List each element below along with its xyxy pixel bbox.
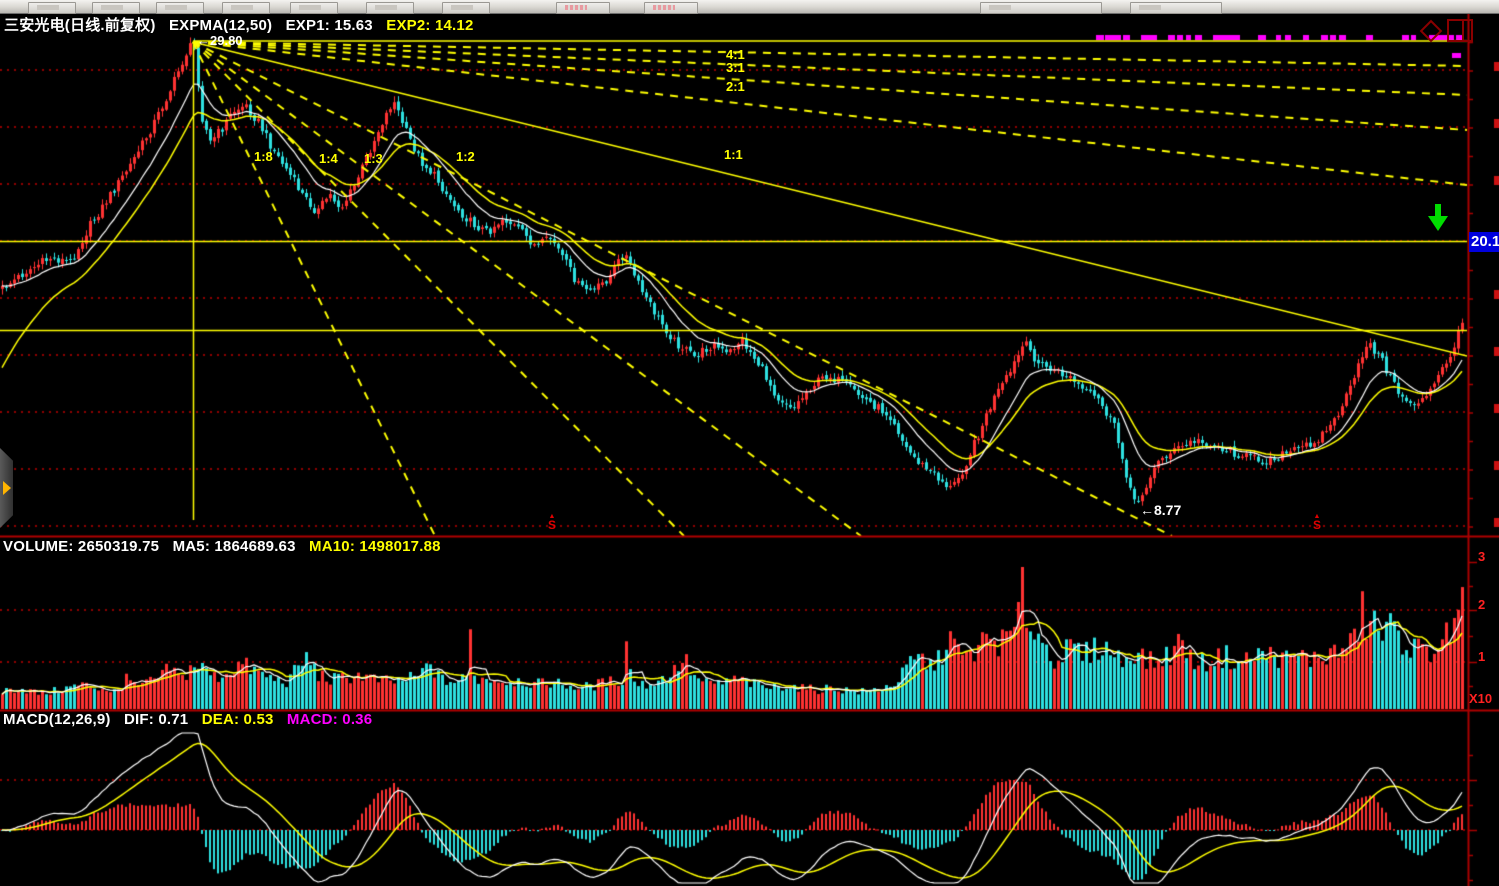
sell-marker-letter: S <box>547 518 556 532</box>
gann-label-1-4: 1:4 <box>319 151 338 166</box>
sell-marker-hat: ▲ <box>548 513 556 520</box>
volume-ma10: MA10: 1498017.88 <box>309 538 441 555</box>
macd-dif: DIF: 0.71 <box>124 711 189 728</box>
gann-label-1-2: 1:2 <box>456 149 475 164</box>
toolbar-button[interactable] <box>28 2 76 14</box>
volume-axis-tick-3: 3 <box>1478 549 1486 564</box>
toolbar-button[interactable] <box>156 2 204 14</box>
toolbar-button[interactable] <box>644 2 698 14</box>
sell-marker-hat: ▲ <box>1313 513 1321 520</box>
gann-label-2-1: 2:1 <box>726 79 745 94</box>
macd-params: MACD(12,26,9) <box>3 711 111 728</box>
sidebar-expand-handle[interactable] <box>0 448 13 528</box>
current-price-tag: 20.1 <box>1469 232 1499 252</box>
indicator-name: EXPMA(12,50) <box>168 17 273 34</box>
toolbar-button[interactable] <box>442 2 490 14</box>
toolbar-button[interactable] <box>366 2 414 14</box>
down-arrow-icon <box>1428 204 1448 231</box>
sell-marker: ▲ S <box>1309 513 1325 532</box>
low-price-annotation: ←8.77 <box>1140 502 1182 518</box>
high-price-annotation: ←29.80 <box>197 33 243 48</box>
gann-label-1-1: 1:1 <box>724 147 743 162</box>
toolbar-button[interactable] <box>222 2 270 14</box>
top-toolbar <box>0 0 1499 14</box>
toolbar-button[interactable] <box>1130 2 1222 14</box>
volume-axis-unit: X10 <box>1469 691 1493 706</box>
chart-title: 三安光电(日线.前复权) EXPMA(12,50) EXP1: 15.63 EX… <box>4 14 483 35</box>
macd-dea: DEA: 0.53 <box>201 711 274 728</box>
volume-axis-tick-2: 2 <box>1478 597 1486 612</box>
toolbar-button[interactable] <box>92 2 140 14</box>
toolbar-button[interactable] <box>556 2 610 14</box>
sell-marker-letter: S <box>1312 518 1321 532</box>
volume-ma5: MA5: 1864689.63 <box>172 538 296 555</box>
exp1-value: EXP1: 15.63 <box>285 17 373 34</box>
gann-label-1-3: 1:3 <box>364 151 383 166</box>
toolbar-button[interactable] <box>290 2 338 14</box>
exp2-value: EXP2: 14.12 <box>386 17 474 34</box>
volume-value: VOLUME: 2650319.75 <box>3 538 160 555</box>
window-panes-icon[interactable] <box>1447 19 1473 42</box>
toolbar-button[interactable] <box>980 2 1102 14</box>
gann-label-1-8: 1:8 <box>254 149 273 164</box>
macd-value: MACD: 0.36 <box>286 711 373 728</box>
volume-axis-tick-1: 1 <box>1478 649 1486 664</box>
macd-header: MACD(12,26,9) DIF: 0.71 DEA: 0.53 MACD: … <box>3 711 381 728</box>
volume-header: VOLUME: 2650319.75 MA5: 1864689.63 MA10:… <box>3 538 450 555</box>
expand-arrow-icon <box>3 481 11 495</box>
gann-label-4-1: 4:1 <box>726 47 745 62</box>
stock-name: 三安光电(日线.前复权) <box>4 17 156 34</box>
gann-label-3-1: 3:1 <box>726 60 745 75</box>
sell-marker: ▲ S <box>544 513 560 532</box>
